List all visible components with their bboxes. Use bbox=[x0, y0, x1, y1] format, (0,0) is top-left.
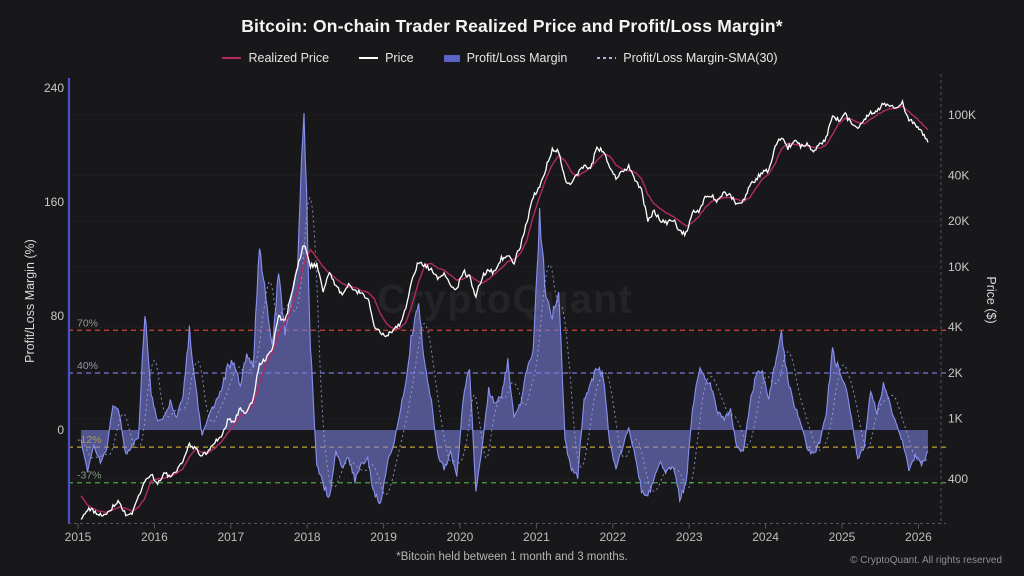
legend-label: Price bbox=[385, 51, 414, 65]
x-axis-tick: 2025 bbox=[829, 530, 856, 544]
x-axis-tick: 2015 bbox=[65, 530, 92, 544]
right-axis-title: Price ($) bbox=[984, 276, 998, 324]
margin-area bbox=[81, 113, 928, 504]
x-axis-tick: 2020 bbox=[447, 530, 474, 544]
legend-item-realized-price[interactable]: Realized Price bbox=[222, 51, 329, 65]
margin-sma-swatch-icon bbox=[597, 57, 617, 59]
threshold-label: 70% bbox=[77, 317, 98, 329]
realized-price-swatch-icon bbox=[222, 57, 242, 59]
right-axis-tick: 40K bbox=[948, 168, 969, 182]
left-axis-tick: 80 bbox=[51, 309, 65, 323]
chart-title: Bitcoin: On-chain Trader Realized Price … bbox=[241, 16, 783, 36]
legend-item-margin[interactable]: Profit/Loss Margin bbox=[443, 51, 568, 65]
margin-swatch-icon bbox=[443, 54, 460, 62]
left-axis-title: Profit/Loss Margin (%) bbox=[23, 239, 37, 363]
right-axis-tick: 400 bbox=[948, 472, 968, 486]
legend-label: Profit/Loss Margin bbox=[466, 51, 568, 65]
legend-label: Realized Price bbox=[248, 51, 330, 65]
right-axis-tick: 20K bbox=[948, 214, 969, 228]
x-axis-tick: 2026 bbox=[905, 530, 932, 544]
right-axis-tick: 10K bbox=[948, 260, 969, 274]
x-axis-tick: 2017 bbox=[217, 530, 244, 544]
x-axis-tick: 2023 bbox=[676, 530, 703, 544]
right-axis-tick: 100K bbox=[948, 108, 976, 122]
series-layer bbox=[80, 99, 931, 520]
chart-footnote: *Bitcoin held between 1 month and 3 mont… bbox=[396, 551, 628, 563]
margin-line bbox=[80, 113, 929, 505]
threshold-label: -12% bbox=[77, 434, 102, 446]
threshold-label: -37% bbox=[77, 470, 102, 482]
legend-item-margin-sma[interactable]: Profit/Loss Margin-SMA(30) bbox=[597, 51, 778, 65]
legend-label: Profit/Loss Margin-SMA(30) bbox=[623, 51, 778, 65]
right-axis-tick: 2K bbox=[948, 366, 963, 380]
copyright-notice: © CryptoQuant. All rights reserved bbox=[850, 555, 1002, 566]
left-axis-tick: 0 bbox=[57, 423, 64, 437]
margin-sma-line bbox=[82, 196, 931, 496]
right-axis-tick: 1K bbox=[948, 412, 963, 426]
right-axis-tick: 4K bbox=[948, 320, 963, 334]
price-line bbox=[80, 99, 929, 520]
price-swatch-icon bbox=[359, 57, 379, 59]
x-axis-tick: 2022 bbox=[599, 530, 626, 544]
x-axis-tick: 2018 bbox=[294, 530, 321, 544]
x-axis-tick: 2021 bbox=[523, 530, 550, 544]
threshold-label: 40% bbox=[77, 360, 98, 372]
x-axis-tick: 2024 bbox=[752, 530, 779, 544]
left-axis-tick: 160 bbox=[44, 195, 64, 209]
legend: Realized Price Price Profit/Loss Margin … bbox=[0, 51, 1000, 65]
x-axis-tick: 2016 bbox=[141, 530, 168, 544]
left-axis-tick: 240 bbox=[44, 81, 64, 95]
legend-item-price[interactable]: Price bbox=[359, 51, 414, 65]
x-axis-tick: 2019 bbox=[370, 530, 397, 544]
